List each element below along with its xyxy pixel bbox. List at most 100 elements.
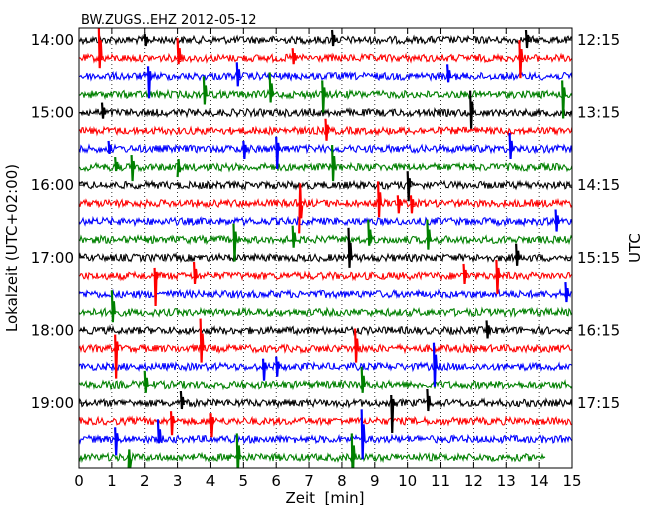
trace-row xyxy=(79,52,572,64)
y-axis-label-left: Lokalzeit (UTC+02:00) xyxy=(3,164,21,332)
right-tick-label: 17:15 xyxy=(577,394,620,412)
right-tick-label: 12:15 xyxy=(577,31,620,49)
x-tick-label: 13 xyxy=(497,472,516,490)
event-spike xyxy=(192,261,199,285)
x-tick-label: 10 xyxy=(398,472,417,490)
trace-row xyxy=(79,143,572,155)
event-spike xyxy=(235,62,241,87)
trace-row xyxy=(79,106,572,119)
x-tick-label: 0 xyxy=(74,472,84,490)
right-tick-label: 16:15 xyxy=(577,321,620,339)
trace-row xyxy=(79,197,572,209)
event-spike xyxy=(353,328,360,363)
plot-frame xyxy=(78,27,573,469)
event-spike xyxy=(209,413,215,438)
x-tick-label: 1 xyxy=(107,472,117,490)
event-spike xyxy=(367,219,373,246)
left-axis-ticks: 14:00 15:00 16:00 17:00 18:00 19:00 xyxy=(31,31,85,412)
trace-row xyxy=(79,342,572,355)
event-spike xyxy=(360,409,366,460)
event-spike xyxy=(146,66,153,99)
event-spike xyxy=(426,219,432,250)
event-spike xyxy=(396,195,402,214)
event-spike xyxy=(524,29,531,49)
event-spike xyxy=(446,64,452,83)
event-spike xyxy=(153,267,159,306)
trace-row xyxy=(79,234,572,246)
event-spike xyxy=(406,171,412,202)
trace-row xyxy=(79,288,572,300)
x-tick-label: 11 xyxy=(431,472,450,490)
event-spike xyxy=(409,195,416,214)
event-spike xyxy=(107,140,113,155)
event-spike xyxy=(114,334,120,379)
event-spike xyxy=(127,449,133,468)
event-spike xyxy=(169,411,176,436)
event-spike xyxy=(176,38,182,65)
event-spike xyxy=(426,388,432,412)
event-spike xyxy=(242,140,248,159)
event-spike xyxy=(199,318,205,363)
x-tick-label: 2 xyxy=(140,472,150,490)
vertical-gridlines xyxy=(111,28,540,468)
x-tick-label: 7 xyxy=(304,472,314,490)
seismogram-traces xyxy=(79,28,572,468)
event-spike xyxy=(235,433,241,468)
trace-row xyxy=(79,161,572,173)
event-spike xyxy=(275,356,281,377)
left-tick-label: 19:00 xyxy=(31,394,74,412)
x-tick-label: 3 xyxy=(173,472,183,490)
y-axis-label-right: UTC xyxy=(626,233,644,263)
left-tick-label: 17:00 xyxy=(31,249,74,267)
trace-row xyxy=(79,379,572,391)
x-tick-label: 5 xyxy=(239,472,249,490)
trace-row xyxy=(79,397,572,409)
x-tick-label: 15 xyxy=(562,472,581,490)
x-tick-label: 9 xyxy=(370,472,380,490)
event-spike xyxy=(114,156,120,172)
trace-row xyxy=(79,179,572,191)
event-spike xyxy=(330,145,337,182)
event-spike xyxy=(564,282,570,303)
event-spike xyxy=(298,183,304,234)
trace-row xyxy=(79,451,546,464)
event-spike xyxy=(561,80,567,119)
event-spike xyxy=(508,132,514,159)
event-spike xyxy=(515,243,521,266)
trace-row xyxy=(79,270,572,282)
event-spike xyxy=(485,320,491,339)
event-spike xyxy=(462,263,468,285)
trace-row xyxy=(79,324,572,337)
event-spike xyxy=(321,80,327,113)
x-tick-label: 12 xyxy=(464,472,483,490)
right-tick-label: 14:15 xyxy=(577,176,620,194)
left-tick-label: 14:00 xyxy=(31,31,74,49)
event-spike xyxy=(268,72,274,103)
event-spike xyxy=(275,136,281,169)
left-tick-label: 15:00 xyxy=(31,104,74,122)
event-spike xyxy=(554,209,560,232)
event-spike xyxy=(350,433,356,468)
event-spike xyxy=(495,259,501,294)
event-spike xyxy=(360,366,366,393)
right-axis-ticks: 12:15 13:15 14:15 15:15 16:15 17:15 xyxy=(566,31,620,412)
event-spike xyxy=(347,227,353,268)
trace-row xyxy=(79,415,572,427)
trace-row xyxy=(79,215,572,228)
event-spike xyxy=(469,90,475,129)
x-tick-label: 14 xyxy=(530,472,549,490)
x-axis-label: Zeit [min] xyxy=(285,489,364,507)
left-tick-label: 18:00 xyxy=(31,321,74,339)
event-spike xyxy=(97,28,103,69)
trace-row xyxy=(79,34,572,46)
x-tick-label: 6 xyxy=(271,472,281,490)
event-spike xyxy=(156,419,162,444)
event-spike xyxy=(114,427,120,456)
x-tick-label: 8 xyxy=(337,472,347,490)
event-spike xyxy=(376,181,383,218)
event-spike xyxy=(143,370,149,393)
event-spike xyxy=(432,342,439,387)
trace-row xyxy=(79,433,572,445)
event-spike xyxy=(330,29,337,47)
